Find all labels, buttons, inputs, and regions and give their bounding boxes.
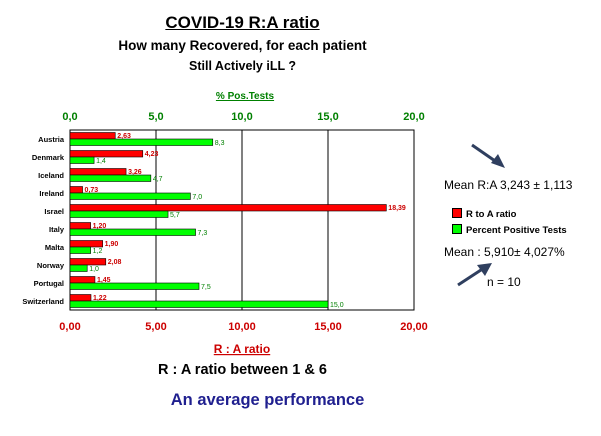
category-label: Ireland	[39, 189, 64, 198]
data-label-pos: 1,4	[96, 158, 106, 165]
category-label: Austria	[38, 135, 65, 144]
legend-label-pos: Percent Positive Tests	[466, 225, 567, 236]
category-label: Iceland	[38, 171, 64, 180]
bar-ra	[69, 222, 91, 230]
bar-ra	[69, 132, 116, 140]
sample-size-annotation: n = 10	[487, 275, 521, 289]
bottom-axis-title: R : A ratio	[214, 342, 270, 356]
bottom-axis-tick-label: 15,00	[314, 321, 342, 333]
bar-ra	[69, 150, 144, 158]
conclusion-text: R : A ratio between 1 & 6	[158, 362, 327, 378]
bar-pos	[69, 192, 191, 200]
top-axis-tick-label: 0,0	[62, 111, 77, 123]
data-label-ra: 2,08	[108, 259, 122, 266]
bar-ra	[69, 258, 107, 266]
category-label: Denmark	[32, 153, 65, 162]
legend-swatch-pos	[452, 224, 462, 234]
bar-ra	[69, 204, 387, 212]
bar-pos	[69, 174, 152, 182]
legend-label-ra: R to A ratio	[466, 209, 517, 220]
mean-ra-annotation: Mean R:A 3,243 ± 1,113	[444, 178, 573, 192]
bar-pos	[69, 210, 169, 218]
legend-item-pos: Percent Positive Tests	[452, 224, 567, 236]
bar-pos	[69, 300, 329, 308]
data-label-ra: 0,73	[85, 187, 99, 194]
bar-pos	[69, 264, 88, 272]
bar-pos	[69, 138, 214, 146]
data-label-pos: 8,3	[215, 140, 225, 147]
bar-pos	[69, 246, 91, 254]
legend-item-ra: R to A ratio	[452, 208, 517, 220]
category-label: Portugal	[34, 279, 64, 288]
data-label-ra: 1,90	[105, 241, 119, 248]
chart-subtitle-line2: Still Actively iLL ?	[189, 59, 296, 73]
category-label: Norway	[37, 261, 65, 270]
data-label-pos: 5,7	[170, 212, 180, 219]
data-label-pos: 7,0	[192, 194, 202, 201]
bar-pos	[69, 156, 95, 164]
data-label-ra: 1,45	[97, 277, 111, 284]
category-label: Israel	[44, 207, 64, 216]
data-label-pos: 15,0	[330, 302, 344, 309]
bottom-axis-tick-label: 5,00	[145, 321, 166, 333]
verdict-text: An average performance	[170, 391, 365, 409]
top-axis-tick-label: 15,0	[317, 111, 338, 123]
top-axis-title: % Pos.Tests	[216, 91, 275, 102]
arrow-to-mean-pos-icon	[457, 266, 485, 287]
data-label-pos: 4,7	[153, 176, 163, 183]
category-label: Italy	[49, 225, 65, 234]
arrow-head-icon	[491, 154, 505, 168]
top-axis-tick-label: 5,0	[148, 111, 163, 123]
bar-ra	[69, 186, 83, 194]
bottom-axis-tick-label: 10,00	[228, 321, 256, 333]
arrow-head-icon	[477, 263, 492, 276]
data-label-pos: 1,0	[89, 266, 99, 273]
mean-pos-annotation: Mean : 5,910± 4,027%	[444, 245, 565, 259]
bottom-axis-tick-label: 20,00	[400, 321, 428, 333]
data-label-pos: 7,3	[198, 230, 208, 237]
top-axis-tick-label: 10,0	[231, 111, 252, 123]
bar-ra	[69, 276, 96, 284]
bottom-axis-tick-label: 0,00	[59, 321, 80, 333]
data-label-ra: 4,23	[145, 151, 159, 158]
bar-ra	[69, 294, 92, 302]
bar-ra	[69, 168, 127, 176]
bar-pos	[69, 228, 196, 236]
category-label: Malta	[45, 243, 65, 252]
chart-title: COVID-19 R:A ratio	[165, 13, 320, 32]
data-label-pos: 7,5	[201, 284, 211, 291]
top-axis-tick-label: 20,0	[403, 111, 424, 123]
legend-swatch-ra	[452, 208, 462, 218]
data-label-pos: 1,2	[93, 248, 103, 255]
data-label-ra: 1,22	[93, 295, 107, 302]
data-label-ra: 1,20	[93, 223, 107, 230]
category-label: Switzerland	[22, 297, 64, 306]
data-label-ra: 18,39	[388, 205, 406, 212]
bar-pos	[69, 282, 200, 290]
chart-subtitle-line1: How many Recovered, for each patient	[118, 38, 367, 53]
bar-ra	[69, 240, 103, 248]
data-label-ra: 2,63	[117, 133, 131, 140]
data-label-ra: 3,26	[128, 169, 142, 176]
